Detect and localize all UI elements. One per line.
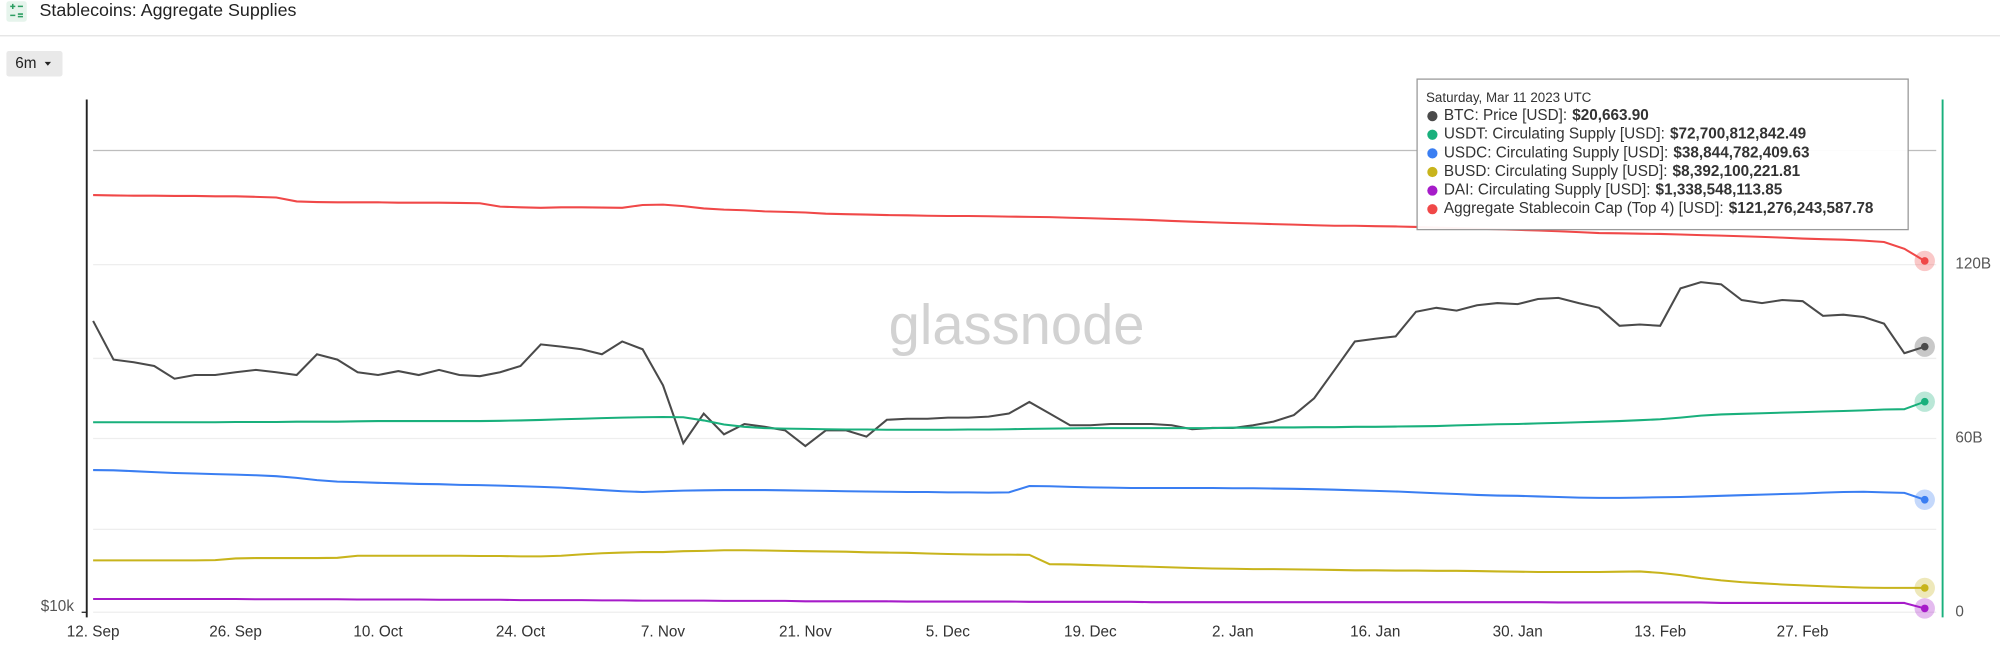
tooltip-swatch bbox=[1427, 204, 1438, 215]
tooltip-series-name: BTC: Price [USD] bbox=[1444, 107, 1563, 124]
series-line bbox=[93, 469, 1926, 501]
series-line bbox=[93, 597, 1926, 610]
tooltip-series-name: Aggregate Stablecoin Cap (Top 4) [USD] bbox=[1444, 200, 1719, 217]
range-button[interactable] bbox=[6, 51, 63, 77]
tooltip-box bbox=[1416, 78, 1909, 231]
y2-tick-label: 60B bbox=[1955, 429, 1982, 446]
tooltip-separator: : bbox=[1661, 126, 1665, 143]
x-tick-label: 16. Jan bbox=[1350, 624, 1400, 641]
tooltip-value: $121,276,243,587.78 bbox=[1729, 200, 1874, 217]
tooltip-entry: DAI: Circulating Supply [USD]: $1,338,548… bbox=[1444, 182, 1783, 199]
watermark: glassnode bbox=[889, 293, 1145, 356]
tooltip-swatch bbox=[1427, 129, 1438, 140]
end-marker bbox=[1920, 584, 1929, 592]
tooltip-entry: BUSD: Circulating Supply [USD]: $8,392,10… bbox=[1444, 163, 1801, 180]
range-button-label[interactable]: 6m bbox=[15, 55, 36, 72]
series-line bbox=[93, 194, 1926, 262]
y2-tick-label: 120B bbox=[1955, 256, 1991, 273]
x-tick-label: 21. Nov bbox=[779, 624, 832, 641]
end-marker bbox=[1920, 604, 1929, 613]
x-tick-label: 5. Dec bbox=[926, 624, 971, 641]
tooltip-swatch bbox=[1427, 110, 1438, 122]
tooltip-entry: Aggregate Stablecoin Cap (Top 4) [USD]: $… bbox=[1444, 200, 1874, 217]
tooltip-value: $20,663.90 bbox=[1572, 107, 1649, 124]
end-marker bbox=[1920, 397, 1929, 406]
x-tick-label: 27. Feb bbox=[1777, 624, 1829, 641]
tooltip-separator: : bbox=[1646, 182, 1650, 199]
header-title: Stablecoins: Aggregate Supplies bbox=[40, 0, 297, 20]
x-tick-label: 12. Sep bbox=[67, 624, 120, 641]
tooltip: Saturday, Mar 11 2023 UTC BTC: Price [US… bbox=[1416, 78, 1909, 231]
tooltip-title: Saturday, Mar 11 2023 UTC bbox=[1426, 90, 1592, 105]
tooltip-value: $1,338,548,113.85 bbox=[1656, 182, 1783, 199]
end-marker bbox=[1920, 495, 1929, 504]
series-line bbox=[92, 281, 1926, 448]
tooltip-value: $38,844,782,409.63 bbox=[1673, 144, 1809, 161]
header-icon bbox=[6, 1, 27, 22]
x-tick-label: 13. Feb bbox=[1634, 624, 1686, 641]
header-icon-glyph bbox=[10, 3, 23, 18]
tooltip-entry: USDT: Circulating Supply [USD]: $72,700,8… bbox=[1444, 126, 1806, 143]
tooltip-separator: : bbox=[1563, 107, 1567, 124]
tooltip-entry: BTC: Price [USD]: $20,663.90 bbox=[1444, 107, 1649, 124]
x-tick-label: 10. Oct bbox=[353, 624, 403, 641]
y2-tick-label: 0 bbox=[1955, 603, 1964, 620]
x-tick-label: 24. Oct bbox=[496, 624, 546, 641]
x-tick-label: 30. Jan bbox=[1493, 624, 1543, 641]
end-marker bbox=[1920, 257, 1929, 265]
end-marker bbox=[1920, 342, 1929, 351]
tooltip-swatch bbox=[1427, 166, 1438, 178]
y-tick-label: $10k bbox=[41, 598, 75, 615]
x-tick-label: 19. Dec bbox=[1064, 624, 1117, 641]
tooltip-swatch bbox=[1427, 148, 1438, 159]
tooltip-entry: USDC: Circulating Supply [USD]: $38,844,7… bbox=[1444, 144, 1810, 161]
range-caret[interactable] bbox=[44, 61, 52, 66]
tooltip-separator: : bbox=[1663, 163, 1667, 180]
tooltip-series-name: USDT: Circulating Supply [USD] bbox=[1444, 126, 1661, 143]
plot: $10k 0 60B 120B 12. Sep 26. Sep 10. Oct 24. Oct… bbox=[41, 194, 1991, 641]
tooltip-separator: : bbox=[1719, 200, 1723, 217]
tooltip-value: $72,700,812,842.49 bbox=[1670, 126, 1806, 143]
tooltip-series-name: USDC: Circulating Supply [USD] bbox=[1444, 144, 1664, 161]
x-tick-label: 2. Jan bbox=[1212, 624, 1254, 641]
x-tick-label: 26. Sep bbox=[209, 624, 262, 641]
tooltip-series-name: BUSD: Circulating Supply [USD] bbox=[1444, 163, 1663, 180]
tooltip-value: $8,392,100,221.81 bbox=[1673, 163, 1801, 180]
tooltip-swatch bbox=[1427, 185, 1438, 196]
x-tick-label: 7. Nov bbox=[641, 624, 686, 641]
series-line bbox=[93, 400, 1926, 431]
tooltip-series-name: DAI: Circulating Supply [USD] bbox=[1444, 182, 1646, 199]
tooltip-separator: : bbox=[1664, 144, 1668, 161]
series-line bbox=[93, 549, 1925, 589]
